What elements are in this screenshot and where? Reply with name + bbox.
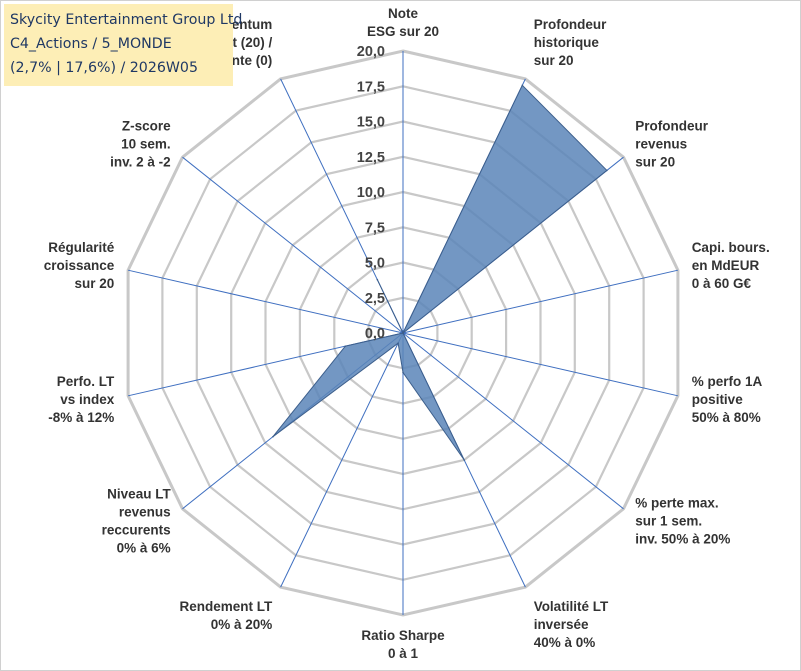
axis-spoke — [402, 269, 679, 334]
chart-title-category: C4_Actions / 5_MONDE — [10, 36, 172, 52]
axis-label-line: 10 sem. — [121, 137, 171, 152]
axis-label-line: Capi. bours. — [692, 240, 770, 255]
label-layer: Note ESG sur 20 Profondeur historique sur 20… — [44, 6, 770, 661]
axis-label: Niveau LT revenus reccurents 0% à 6% — [102, 486, 172, 555]
tick-label: 2,5 — [365, 291, 385, 307]
axis-label-line: inv. 50% à 20% — [635, 531, 730, 546]
data-point — [521, 84, 524, 87]
tick-label: 10,0 — [357, 185, 385, 201]
axis-label: Rendement LT 0% à 20% — [180, 599, 274, 632]
axis-label-line: inv. 2 à -2 — [110, 155, 171, 170]
axis-spoke — [402, 332, 624, 510]
axis-label: Z-score 10 sem. inv. 2 à -2 — [110, 119, 171, 170]
axis-label-line: 0 à 60 G€ — [692, 276, 752, 291]
axis-label: % perfo 1A positive 50% à 80% — [692, 374, 763, 425]
axis-label: Volatilité LT inversée 40% à 0% — [534, 599, 609, 650]
chart-title-stats: (2,7% | 17,6%) / 2026W05 — [10, 60, 198, 76]
axis-label-line: Profondeur — [534, 17, 607, 32]
axis-label-line: positive — [692, 392, 744, 407]
data-point — [463, 459, 466, 461]
tick-label: 17,5 — [357, 79, 385, 95]
axis-label-line: sur 20 — [75, 276, 115, 291]
data-point — [606, 169, 608, 172]
axis-label-line: Z-score — [122, 119, 171, 134]
tick-label: 12,5 — [357, 150, 385, 166]
axis-label-line: Note — [388, 6, 418, 21]
data-point — [344, 345, 347, 348]
tick-label: 0,0 — [365, 326, 385, 342]
tick-label: 20,0 — [357, 44, 385, 60]
series-layer — [272, 84, 608, 461]
data-point — [402, 332, 404, 334]
axis-label: Profondeur revenus sur 20 — [635, 119, 708, 170]
data-point — [402, 371, 404, 374]
axis-label-line: revenus — [635, 137, 687, 152]
chart-title-company: Skycity Entertainment Group Ltd — [10, 12, 243, 28]
axis-spoke — [402, 332, 679, 397]
axis-label-line: vs index — [60, 392, 115, 407]
axis-label: Note ESG sur 20 — [367, 6, 439, 39]
axis-label-line: sur 20 — [534, 53, 574, 68]
chart-title-box: Skycity Entertainment Group Ltd C4_Actio… — [4, 4, 243, 86]
axis-label: Perfo. LT vs index -8% à 12% — [48, 374, 115, 425]
axis-label-line: Niveau LT — [107, 486, 171, 501]
axis-label-line: Perfo. LT — [57, 374, 115, 389]
axis-label-line: historique — [534, 35, 600, 50]
tick-layer: 0,0 2,5 5,0 7,5 10,0 12,5 15,0 17,5 20,0 — [357, 44, 385, 342]
data-point — [397, 342, 399, 345]
axis-spoke — [182, 156, 404, 334]
tick-label: 7,5 — [365, 220, 385, 236]
axis-label-line: en MdEUR — [692, 258, 760, 273]
axis-label-line: sur 20 — [635, 155, 675, 170]
axis-label: Ratio Sharpe 0 à 1 — [361, 628, 445, 661]
axis-label-line: 0 à 1 — [388, 646, 419, 661]
axis-label-line: 40% à 0% — [534, 635, 596, 650]
axis-label-line: 0% à 6% — [117, 540, 171, 555]
axis-label-line: Régularité — [48, 240, 115, 255]
axis-label-line: % perfo 1A — [692, 374, 763, 389]
axis-label-line: Profondeur — [635, 119, 708, 134]
axis-label-line: Volatilité LT — [534, 599, 609, 614]
series-area — [272, 84, 608, 461]
axis-label-line: revenus — [119, 504, 171, 519]
axis-label-line: ESG sur 20 — [367, 24, 439, 39]
axis-label-line: % perte max. — [635, 495, 718, 510]
tick-label: 15,0 — [357, 115, 385, 131]
axis-spoke — [280, 332, 404, 588]
axis-label: % perte max. sur 1 sem. inv. 50% à 20% — [635, 495, 730, 546]
axis-label-line: 0% à 20% — [211, 617, 273, 632]
axis-label-line: reccurents — [102, 522, 171, 537]
axis-label-line: croissance — [44, 258, 115, 273]
tick-label: 5,0 — [365, 256, 385, 272]
data-point — [272, 435, 274, 438]
axis-label-line: Rendement LT — [180, 599, 274, 614]
axis-spoke — [127, 269, 404, 334]
axis-label-line: inversée — [534, 617, 589, 632]
axis-label-line: 50% à 80% — [692, 410, 761, 425]
axis-label-line: sur 1 sem. — [635, 513, 702, 528]
axis-label: Profondeur historique sur 20 — [534, 17, 607, 68]
data-point — [376, 278, 379, 281]
axis-label-line: -8% à 12% — [48, 410, 114, 425]
axis-label-line: Ratio Sharpe — [361, 628, 445, 643]
axis-label: Capi. bours. en MdEUR 0 à 60 G€ — [692, 240, 770, 291]
axis-label: Régularité croissance sur 20 — [44, 240, 115, 291]
